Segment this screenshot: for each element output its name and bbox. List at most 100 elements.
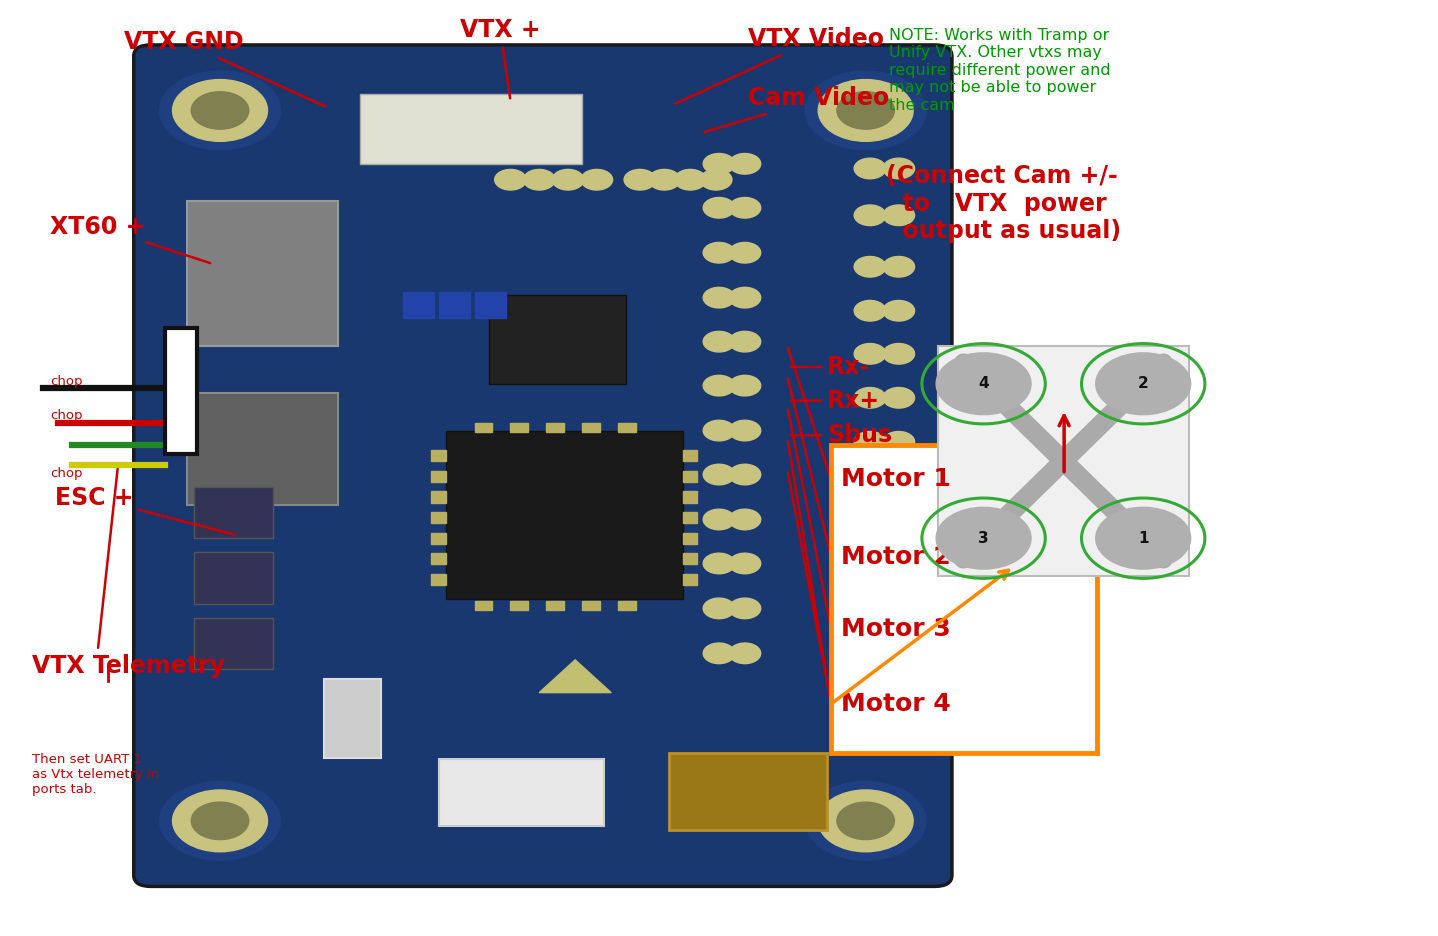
Bar	[546, 601, 564, 610]
Text: XT60 +: XT60 +	[50, 214, 210, 263]
Bar	[938, 346, 1189, 576]
Bar	[831, 445, 1097, 753]
Circle shape	[854, 606, 886, 626]
Circle shape	[703, 197, 735, 218]
Bar	[446, 431, 683, 599]
Text: chop: chop	[50, 375, 83, 388]
Bar	[475, 423, 492, 432]
Bar	[431, 533, 446, 544]
Text: 3: 3	[978, 531, 989, 546]
Text: VTX Telemetry: VTX Telemetry	[32, 654, 224, 679]
Text: Rx-: Rx-	[791, 355, 870, 379]
Circle shape	[674, 169, 706, 190]
Text: chop: chop	[50, 409, 83, 422]
Circle shape	[883, 606, 915, 626]
Circle shape	[160, 71, 280, 150]
Circle shape	[173, 80, 267, 141]
Circle shape	[191, 802, 249, 840]
Circle shape	[818, 80, 913, 141]
Circle shape	[703, 643, 735, 664]
Bar	[475, 292, 506, 318]
Bar	[439, 292, 470, 318]
Circle shape	[173, 790, 267, 852]
Circle shape	[936, 507, 1031, 569]
Circle shape	[854, 158, 886, 179]
Bar	[669, 753, 827, 830]
Text: Motor 3: Motor 3	[841, 617, 951, 641]
Text: VTX Video: VTX Video	[676, 27, 884, 104]
Circle shape	[703, 287, 735, 308]
Bar	[582, 423, 600, 432]
Text: Motor 1: Motor 1	[841, 467, 951, 491]
Circle shape	[703, 154, 735, 174]
Circle shape	[700, 169, 732, 190]
Bar	[683, 450, 697, 461]
Bar	[683, 574, 697, 585]
Circle shape	[837, 92, 894, 129]
Bar	[360, 94, 582, 164]
Circle shape	[883, 431, 915, 452]
Circle shape	[883, 256, 915, 277]
Circle shape	[883, 205, 915, 226]
Circle shape	[703, 553, 735, 574]
Text: Motor 4: Motor 4	[841, 692, 951, 716]
Bar	[683, 553, 697, 564]
Bar	[683, 512, 697, 523]
Circle shape	[729, 509, 761, 530]
Circle shape	[854, 650, 886, 670]
Bar	[510, 601, 528, 610]
Bar	[439, 759, 604, 826]
Bar	[683, 533, 697, 544]
Circle shape	[883, 563, 915, 583]
Bar	[194, 552, 273, 604]
Circle shape	[883, 344, 915, 364]
Circle shape	[495, 169, 526, 190]
Bar	[431, 512, 446, 523]
Circle shape	[854, 519, 886, 539]
Bar	[582, 601, 600, 610]
Circle shape	[523, 169, 555, 190]
Bar	[431, 471, 446, 482]
Bar	[165, 328, 197, 454]
Bar	[187, 201, 338, 346]
Circle shape	[703, 375, 735, 396]
Circle shape	[854, 300, 886, 321]
Circle shape	[703, 509, 735, 530]
Bar	[475, 601, 492, 610]
Bar	[403, 292, 434, 318]
Circle shape	[703, 242, 735, 263]
Circle shape	[703, 598, 735, 619]
Circle shape	[854, 256, 886, 277]
Bar	[489, 295, 626, 384]
Circle shape	[624, 169, 656, 190]
Circle shape	[854, 388, 886, 408]
Circle shape	[854, 431, 886, 452]
Circle shape	[854, 205, 886, 226]
FancyBboxPatch shape	[134, 45, 952, 886]
Text: Then set UART 1
as Vtx telemetry in
ports tab.: Then set UART 1 as Vtx telemetry in port…	[32, 753, 160, 797]
Text: 2: 2	[1137, 376, 1149, 391]
Circle shape	[552, 169, 584, 190]
Circle shape	[703, 420, 735, 441]
Bar	[546, 423, 564, 432]
Circle shape	[883, 475, 915, 495]
Circle shape	[854, 475, 886, 495]
Circle shape	[729, 287, 761, 308]
Text: ESC +: ESC +	[55, 486, 234, 534]
Bar	[431, 450, 446, 461]
Circle shape	[729, 242, 761, 263]
Circle shape	[703, 331, 735, 352]
Text: Motor 2: Motor 2	[841, 545, 951, 569]
Circle shape	[729, 598, 761, 619]
Circle shape	[729, 420, 761, 441]
Circle shape	[729, 553, 761, 574]
Circle shape	[1096, 507, 1191, 569]
Bar	[431, 574, 446, 585]
Text: Rx+: Rx+	[791, 388, 880, 413]
Circle shape	[729, 643, 761, 664]
Circle shape	[649, 169, 680, 190]
Bar	[187, 393, 338, 505]
Circle shape	[837, 802, 894, 840]
Text: chop: chop	[50, 467, 83, 480]
Circle shape	[581, 169, 613, 190]
